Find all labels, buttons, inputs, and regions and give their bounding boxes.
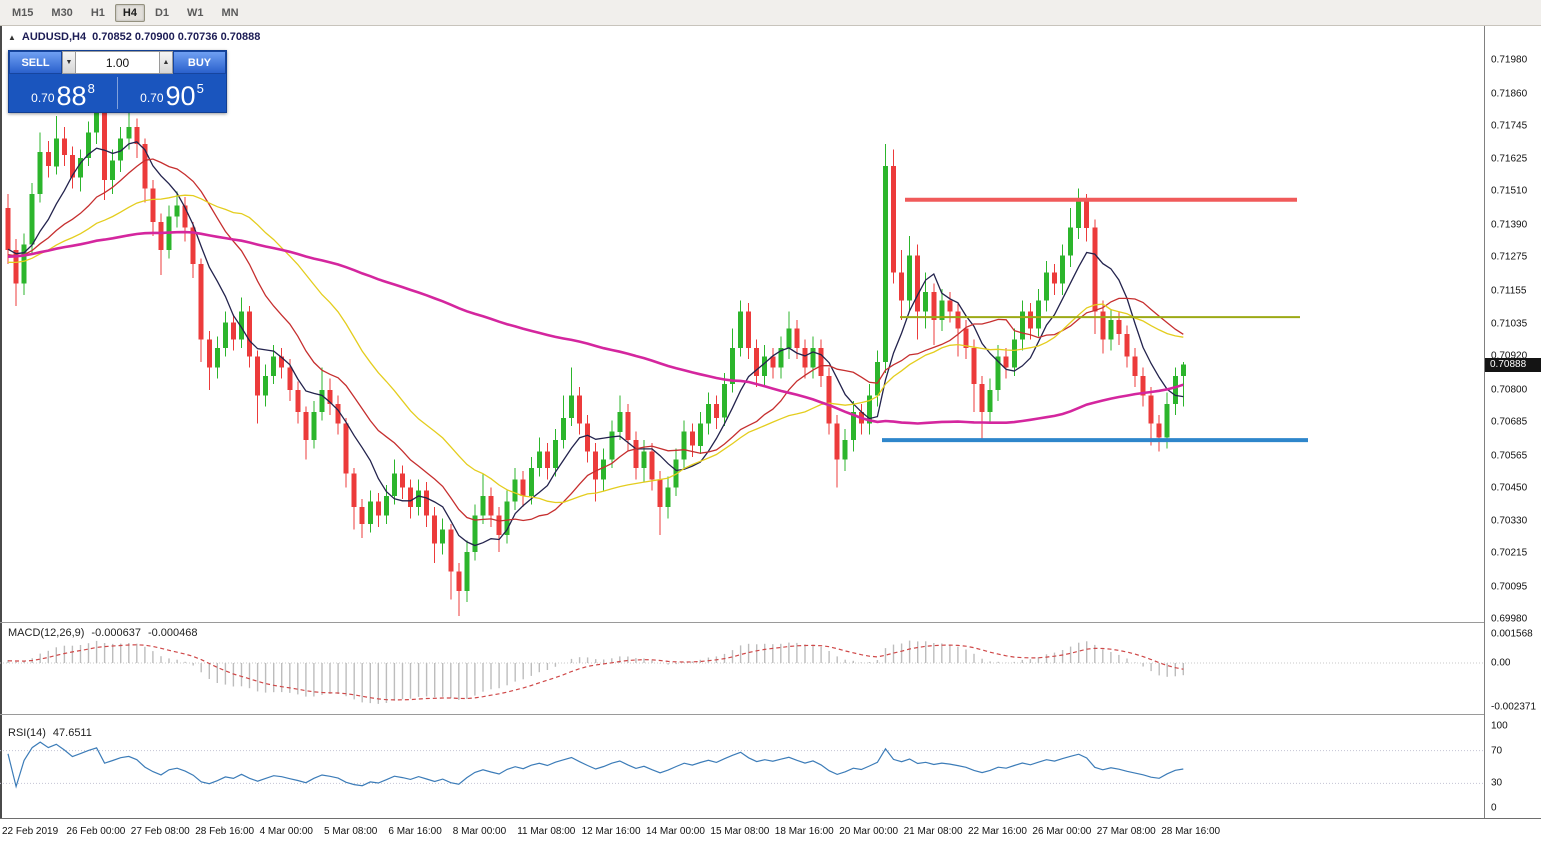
price-scale-label: 0.69980 [1491, 613, 1528, 625]
buy-price-sup: 5 [196, 81, 204, 96]
time-axis-label: 4 Mar 00:00 [259, 826, 313, 837]
time-axis-label: 11 Mar 08:00 [517, 826, 576, 837]
macd-title: MACD(12,26,9) [8, 627, 85, 639]
sell-price-big: 88 [56, 81, 87, 112]
price-scale-label: 0.70920 [1491, 350, 1528, 362]
price-scale-label: 0.71035 [1491, 318, 1528, 330]
volume-decrease-button[interactable]: ▼ [62, 51, 76, 74]
price-scale-label: 0.70800 [1491, 384, 1528, 396]
trade-prices-row: 0.70 88 8 0.70 90 5 [9, 74, 226, 112]
rsi-scale-label: 0 [1491, 802, 1497, 814]
timeframe-button-w1[interactable]: W1 [187, 6, 204, 19]
buy-button[interactable]: BUY [173, 51, 226, 74]
ma-line-16 [7, 158, 1184, 522]
current-price-tag: 0.70888 [1485, 358, 1541, 373]
timeframe-button-h4[interactable]: H4 [114, 3, 145, 22]
timeframe-button-m15[interactable]: M15 [12, 6, 34, 19]
macd-value-main: -0.000637 [91, 627, 141, 639]
sell-button[interactable]: SELL [9, 51, 62, 74]
panel-splitter-macd[interactable] [0, 622, 1541, 623]
time-axis-label: 5 Mar 08:00 [324, 826, 378, 837]
volume-input[interactable] [76, 51, 159, 74]
macd-signal-line [7, 644, 1184, 701]
timeframe-button-h1[interactable]: H1 [90, 6, 105, 19]
sell-price-prefix: 0.70 [31, 91, 55, 105]
time-axis-label: 20 Mar 00:00 [839, 826, 899, 837]
time-axis-label: 6 Mar 16:00 [388, 826, 442, 837]
price-scale-label: 0.71745 [1491, 120, 1528, 132]
price-scale-label: 0.70095 [1491, 581, 1528, 593]
rsi-line [7, 741, 1184, 789]
time-axis-label: 27 Feb 08:00 [130, 826, 190, 837]
time-axis-label: 28 Feb 16:00 [195, 826, 255, 837]
buy-price[interactable]: 0.70 90 5 [118, 74, 226, 112]
macd-scale-label: 0.001568 [1491, 628, 1533, 640]
macd-label: MACD(12,26,9) -0.000637 -0.000468 [8, 627, 198, 639]
ma-line-7 [7, 141, 1184, 547]
time-axis-label: 15 Mar 08:00 [710, 826, 770, 837]
panel-splitter-rsi[interactable] [0, 714, 1541, 715]
candles [5, 93, 1186, 617]
price-scale-label: 0.71275 [1491, 251, 1528, 263]
rsi-chart[interactable] [0, 715, 1484, 818]
volume-increase-button[interactable]: ▲ [159, 51, 173, 74]
time-axis-label: 22 Mar 16:00 [968, 826, 1027, 837]
price-scale[interactable]: 0.70888 0.71980 0.71860 0.71745 0.71625 0.71… [1484, 26, 1541, 818]
price-scale-label: 0.71980 [1491, 54, 1528, 66]
main-chart[interactable] [0, 26, 1484, 622]
price-scale-label: 0.71155 [1491, 285, 1527, 297]
timeframe-button-m30[interactable]: M30 [51, 6, 73, 19]
sell-price-sup: 8 [87, 81, 95, 96]
price-scale-label: 0.70565 [1491, 450, 1528, 461]
macd-value-signal: -0.000468 [147, 627, 198, 639]
time-axis-label: 27 Mar 08:00 [1096, 826, 1156, 837]
symbol-title: AUDUSD,H4 [21, 31, 87, 43]
price-scale-label: 0.71510 [1491, 185, 1528, 197]
rsi-scale-label: 100 [1491, 720, 1508, 732]
price-scale-label: 0.70330 [1491, 515, 1528, 527]
timeframe-button-d1[interactable]: D1 [154, 6, 169, 19]
price-scale-label: 0.70450 [1491, 482, 1528, 494]
time-axis-label: 14 Mar 00:00 [646, 826, 705, 837]
macd-scale-label: 0.00 [1491, 657, 1511, 669]
buy-price-big: 90 [165, 81, 196, 112]
collapse-icon[interactable]: ▲ [8, 32, 16, 42]
time-axis-label: 8 Mar 00:00 [452, 826, 507, 837]
price-divider [117, 77, 118, 109]
timeframe-button-mn[interactable]: MN [221, 6, 239, 19]
sell-price[interactable]: 0.70 88 8 [9, 74, 117, 112]
ma-line-90 [7, 230, 1184, 425]
time-axis-label: 22 Feb 2019 [2, 826, 59, 837]
time-axis-label: 26 Feb 00:00 [66, 826, 126, 837]
time-axis-label: 26 Mar 00:00 [1032, 826, 1092, 837]
rsi-label: RSI(14) 47.6511 [8, 727, 92, 739]
time-axis-label: 12 Mar 16:00 [581, 826, 641, 837]
timeframe-toolbar: M15 M30 H1 H4 D1 W1 MN [0, 0, 1541, 26]
price-scale-label: 0.70215 [1491, 547, 1528, 559]
rsi-scale-label: 70 [1491, 745, 1503, 757]
time-axis-label: 18 Mar 16:00 [774, 826, 834, 837]
price-scale-label: 0.71390 [1491, 219, 1528, 231]
buy-price-prefix: 0.70 [140, 91, 164, 105]
rsi-value: 47.6511 [52, 727, 92, 739]
one-click-trading-panel: SELL ▼ ▲ BUY 0.70 88 8 0.70 90 5 [8, 50, 227, 113]
trade-controls-row: SELL ▼ ▲ BUY [9, 51, 226, 74]
time-axis-label: 21 Mar 08:00 [903, 826, 963, 837]
ma-line-28 [7, 194, 1184, 504]
price-scale-label: 0.70685 [1491, 416, 1528, 428]
price-scale-label: 0.71860 [1491, 88, 1528, 99]
ohlc-values: 0.70852 0.70900 0.70736 0.70888 [92, 31, 261, 43]
macd-scale-label: -0.002371 [1491, 701, 1537, 713]
macd-chart[interactable] [0, 623, 1484, 714]
rsi-title: RSI(14) [8, 727, 46, 739]
chart-ohlc-header: ▲ AUDUSD,H4 0.70852 0.70900 0.70736 0.70… [8, 31, 260, 43]
rsi-scale-label: 30 [1491, 777, 1503, 789]
price-scale-label: 0.71625 [1491, 153, 1528, 165]
time-axis-label: 28 Mar 16:00 [1161, 826, 1221, 837]
macd-histogram [7, 640, 1185, 704]
time-axis[interactable]: 22 Feb 2019 26 Feb 00:00 27 Feb 08:00 28 Fe… [0, 818, 1541, 844]
